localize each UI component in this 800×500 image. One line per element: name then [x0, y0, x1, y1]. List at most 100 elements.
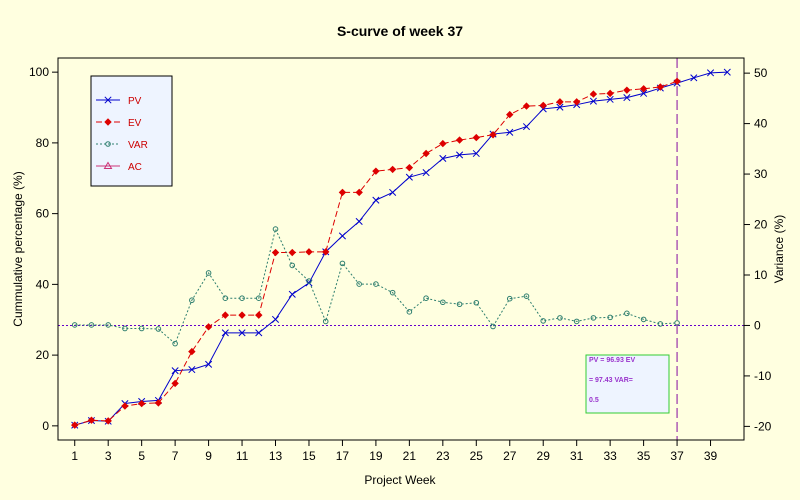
- series-pv-point: [288, 290, 296, 298]
- series-pv-point: [439, 154, 447, 163]
- series-ev-point: [221, 311, 230, 319]
- series-var-point: [272, 226, 279, 232]
- series-ev-point: [556, 98, 564, 106]
- x-tick-label: 27: [503, 449, 517, 463]
- series-ev-point: [405, 163, 414, 172]
- series-pv-point: [171, 367, 179, 375]
- series-pv-point: [506, 128, 514, 136]
- series-var-point: [657, 321, 664, 327]
- x-axis: 1 3 5 7 9 11 13 15 17 19 21 23 25 27 29 31 33 35 37 39: [71, 439, 718, 463]
- y-right-tick-label: 40: [754, 117, 768, 131]
- x-tick-label: 15: [302, 449, 316, 463]
- series-ev-point: [204, 323, 213, 331]
- legend-label-ev: EV: [128, 118, 142, 129]
- series-var-point: [239, 295, 245, 302]
- series-var-point: [440, 299, 446, 306]
- series-pv-point: [255, 329, 263, 337]
- series-ev-point: [255, 311, 263, 319]
- series-var-point: [356, 281, 362, 287]
- y-left-tick-label: 40: [36, 277, 50, 291]
- x-tick-label: 3: [105, 449, 112, 463]
- series-var-point: [122, 325, 128, 332]
- x-tick-label: 19: [369, 449, 383, 463]
- series-var: [71, 226, 680, 347]
- series-ev-point: [589, 90, 598, 98]
- series-pv-point: [456, 151, 464, 159]
- series-pv-point: [372, 196, 380, 204]
- series-ev-point: [154, 399, 163, 407]
- info-box-frame: [585, 354, 670, 414]
- x-tick-label: 11: [236, 449, 249, 463]
- series-var-point: [389, 289, 396, 296]
- series-var-point: [322, 318, 329, 325]
- series-pv-point: [221, 329, 229, 337]
- series-ev-point: [656, 83, 665, 91]
- series-var-point: [456, 301, 463, 308]
- series-var-point: [289, 262, 296, 269]
- series-var-point: [573, 318, 580, 325]
- series-pv-point: [606, 95, 614, 103]
- legend-label-var: VAR: [128, 140, 148, 151]
- series-ev-point: [506, 110, 514, 119]
- series-ev-point: [71, 421, 79, 429]
- y-right-tick-label: 10: [754, 268, 768, 282]
- series-pv-point: [271, 315, 280, 323]
- series-pv-point: [355, 217, 363, 225]
- series-layer: [71, 68, 731, 429]
- series-var-point: [189, 297, 195, 304]
- y-axis-left: 0 20 40 60 80 100: [29, 65, 58, 433]
- series-pv-point: [205, 360, 213, 368]
- x-tick-label: 1: [71, 449, 78, 463]
- y-right-tick-label: 50: [754, 66, 768, 80]
- legend-marker-pv: [104, 96, 112, 104]
- series-ev: [71, 77, 681, 429]
- series-var-point: [255, 295, 262, 302]
- series-pv-point: [338, 232, 346, 240]
- legend-marker-var: [105, 141, 111, 147]
- series-pv-point: [422, 169, 430, 177]
- series-ev-point: [238, 311, 246, 319]
- series-pv-point: [522, 123, 531, 131]
- series-pv-point: [389, 188, 397, 196]
- x-tick-label: 9: [205, 449, 212, 463]
- series-var-point: [557, 315, 563, 321]
- series-ev-point: [338, 188, 347, 197]
- series-var-line: [74, 227, 678, 345]
- series-var-point: [523, 293, 530, 299]
- y-left-tick-label: 20: [36, 348, 50, 362]
- y-left-tick-label: 0: [42, 419, 49, 433]
- series-ev-point: [572, 98, 581, 106]
- series-ev-point: [372, 167, 380, 175]
- series-var-point: [222, 295, 229, 302]
- legend-marker-ev: [104, 118, 112, 126]
- info-line-1: PV = 96.93 EV: [589, 357, 635, 364]
- series-var-point: [490, 323, 496, 330]
- series-var-point: [473, 299, 480, 306]
- series-var-point: [306, 278, 312, 284]
- y-right-tick-label: 20: [754, 218, 768, 232]
- series-ev-point: [171, 379, 179, 388]
- series-var-point: [607, 314, 613, 321]
- x-tick-label: 7: [172, 449, 179, 463]
- y-right-tick-label: -10: [754, 369, 772, 383]
- series-ev-point: [104, 417, 112, 425]
- y-left-tick-label: 100: [29, 65, 49, 79]
- series-ev-point: [606, 89, 614, 98]
- x-tick-label: 13: [269, 449, 283, 463]
- series-var-point: [205, 270, 212, 276]
- y-left-tick-label: 60: [36, 207, 50, 221]
- series-ev-point: [439, 139, 447, 148]
- y-axis-right-label: Variance (%): [772, 215, 786, 283]
- series-var-point: [172, 340, 178, 347]
- series-pv-line: [74, 71, 728, 426]
- series-pv-point: [238, 329, 246, 337]
- series-pv-point: [723, 68, 731, 76]
- legend-item-ev: EV: [96, 118, 142, 129]
- legend-marker-ac: [103, 161, 113, 169]
- series-var-point: [373, 281, 379, 287]
- series-var-point: [640, 316, 647, 323]
- legend-label-ac: AC: [128, 162, 142, 173]
- series-pv-point: [690, 74, 698, 82]
- series-var-point: [71, 322, 78, 328]
